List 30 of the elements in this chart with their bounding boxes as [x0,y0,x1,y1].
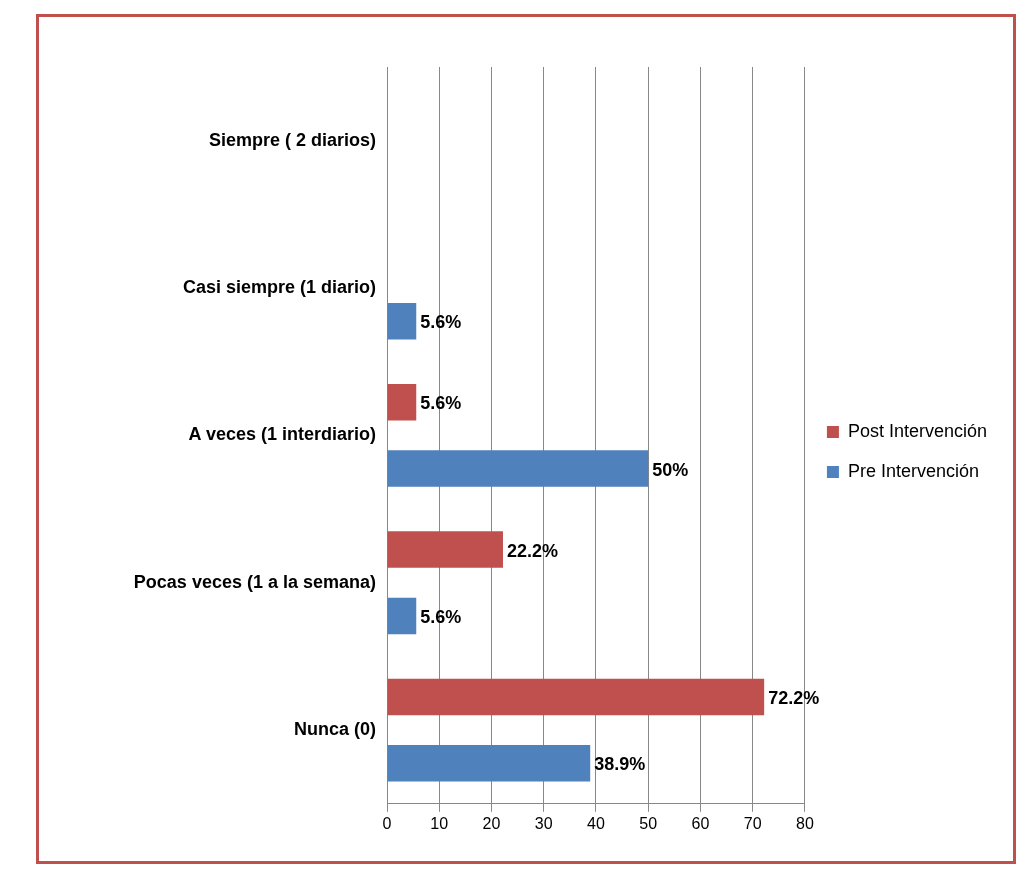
data-label: 50% [652,459,689,480]
x-tick-label: 80 [796,814,814,832]
data-label: 5.6% [420,606,462,627]
y-tick-label: Casi siempre (1 diario) [182,277,376,298]
data-label: 5.6% [420,312,462,333]
data-label: 5.6% [420,393,462,414]
bar [387,597,417,635]
data-label: 38.9% [594,754,646,775]
data-label: 72.2% [768,687,820,708]
x-tick-label: 60 [691,814,710,832]
x-tick-label: 10 [430,814,449,832]
x-tick-label: 30 [534,814,553,832]
bar [387,384,417,421]
y-tick-label: Nunca (0) [293,719,376,740]
bar [387,745,591,782]
bar [387,302,417,340]
legend-label: Post Intervención [847,420,987,441]
x-tick-label: 20 [482,814,501,832]
x-tick-label: 70 [743,814,762,832]
x-tick-label: 50 [639,814,658,832]
y-tick-label: Pocas veces (1 a la semana) [133,571,377,592]
x-tick-label: 0 [382,814,392,832]
legend-label: Pre Intervención [847,460,979,481]
y-tick-label: Siempre ( 2 diarios) [208,129,376,150]
bar [387,678,765,716]
bar [387,450,649,487]
bar [387,531,503,568]
x-tick-label: 40 [587,814,605,832]
y-tick-label: A veces (1 interdiario) [188,424,376,445]
data-label: 22.2% [506,540,559,561]
